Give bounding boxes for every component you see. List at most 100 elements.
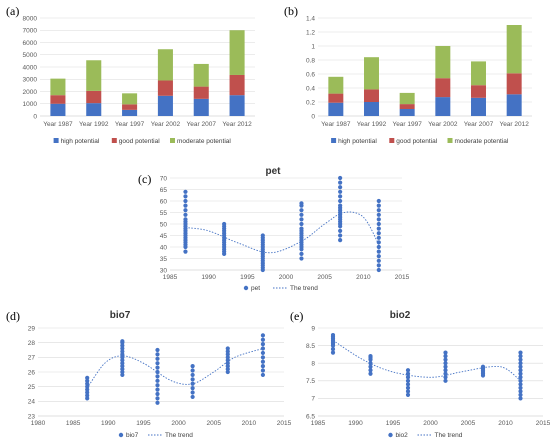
legend-label-a: moderate potential [177, 138, 231, 145]
bar-b-0 [399, 109, 415, 116]
data-point-d [155, 361, 160, 366]
data-point-c [338, 185, 343, 190]
bar-a-2 [193, 63, 209, 87]
x-tick-label-a: Year 2002 [151, 121, 181, 128]
data-point-e [518, 385, 523, 390]
data-point-d [190, 394, 195, 400]
data-point-c [376, 208, 381, 213]
chart-b-stacked-bars: 0 0.2 0.4 0.6 0.8 1 1.2 1.4 Year 1987 Year 1992 Ye… [306, 15, 532, 145]
data-point-e [518, 389, 523, 394]
x-tick-label-d: 1995 [136, 420, 151, 427]
x-tick-label-d: 1990 [101, 420, 116, 427]
y-tick-label-a: 5000 [23, 52, 38, 59]
y-tick-label-a: 4000 [23, 64, 38, 71]
y-tick-label-b: 0.4 [306, 85, 315, 92]
data-point-d [85, 393, 90, 398]
bar-b-0 [506, 94, 522, 116]
data-point-e [330, 350, 336, 355]
data-point-c [376, 254, 381, 259]
x-tick-label-e: 1990 [348, 420, 363, 427]
data-point-e [443, 371, 448, 376]
y-tick-label-a: 8000 [23, 15, 38, 22]
data-point-d [85, 387, 90, 392]
data-point-c [338, 180, 343, 185]
data-point-e [443, 375, 448, 380]
x-tick-label-c: 2005 [317, 274, 332, 281]
x-tick-label-b: Year 2012 [499, 121, 529, 128]
data-point-e [405, 375, 411, 380]
y-tick-label-e: 7.5 [306, 378, 315, 385]
y-tick-label-c: 40 [160, 244, 168, 251]
y-tick-label-d: 28 [28, 340, 36, 347]
bar-b-2 [364, 57, 379, 90]
x-tick-label-d: 2000 [171, 420, 186, 427]
data-point-d [85, 390, 90, 395]
bar-a-0 [50, 103, 66, 116]
y-tick-label-e: 7 [311, 396, 315, 403]
bar-a-1 [122, 104, 138, 110]
data-point-d [155, 387, 160, 392]
x-tick-label-a: Year 2007 [187, 121, 217, 128]
data-point-d [155, 383, 160, 388]
legend-swatch-a [111, 138, 117, 143]
data-point-c [338, 233, 343, 238]
data-point-d [260, 359, 266, 364]
data-point-d [190, 368, 195, 373]
y-tick-label-b: 0.2 [306, 99, 315, 106]
chart-title-bio2: bio2 [390, 310, 411, 321]
bar-b-1 [435, 78, 451, 98]
y-tick-label-e: 8 [311, 361, 315, 368]
bar-b-2 [471, 61, 486, 86]
data-point-d [120, 361, 125, 366]
data-point-d [260, 368, 266, 373]
data-point-c [338, 203, 343, 208]
data-point-d [225, 349, 230, 354]
x-tick-label-d: 1980 [31, 420, 46, 427]
data-point-d [155, 396, 160, 401]
legend-point-marker-e [388, 432, 393, 438]
x-tick-label-b: Year 1997 [392, 121, 422, 128]
data-point-c [376, 267, 381, 273]
data-point-d [155, 378, 160, 383]
panel-label-e: (e) [290, 309, 303, 323]
x-tick-label-d: 2005 [206, 420, 221, 427]
data-point-d [260, 364, 266, 369]
y-tick-label-d: 23 [28, 413, 36, 420]
data-point-c [376, 249, 381, 254]
y-tick-label-a: 0 [33, 113, 37, 120]
data-point-d [260, 355, 266, 360]
y-tick-label-e: 8.5 [306, 343, 315, 350]
data-point-d [120, 343, 125, 348]
y-tick-label-d: 29 [28, 325, 36, 332]
data-point-c [299, 221, 304, 227]
x-tick-label-c: 2000 [279, 274, 294, 281]
data-point-c [338, 198, 343, 204]
y-tick-label-c: 60 [160, 198, 168, 205]
bar-b-1 [328, 93, 344, 103]
chart-title-bio7: bio7 [110, 310, 131, 321]
data-point-e [518, 357, 523, 362]
data-point-e [368, 368, 373, 373]
bar-a-2 [86, 60, 102, 91]
bar-b-2 [506, 25, 522, 74]
data-point-c [183, 194, 188, 199]
data-point-e [518, 350, 523, 355]
y-tick-label-c: 45 [160, 233, 168, 240]
y-tick-label-d: 27 [28, 355, 36, 362]
chart-d-bio7-scatter: 23 24 25 26 27 28 29 1980 1985 1990 1995 2000 2005 20… [28, 325, 292, 439]
legend-swatch-a [170, 138, 175, 143]
data-point-d [120, 339, 125, 344]
data-point-e [443, 378, 448, 383]
bar-a-0 [86, 103, 102, 116]
y-tick-label-b: 1.4 [306, 15, 315, 22]
data-point-c [299, 201, 304, 206]
legend-label-b: moderate potential [455, 138, 509, 145]
x-tick-label-c: 1995 [240, 274, 255, 281]
data-point-e [443, 364, 448, 369]
panel-label-d: (d) [6, 309, 20, 323]
x-tick-label-d: 1985 [66, 420, 81, 427]
y-tick-label-d: 24 [28, 399, 36, 406]
chart-title-pet: pet [266, 166, 282, 177]
data-point-c [299, 212, 304, 217]
